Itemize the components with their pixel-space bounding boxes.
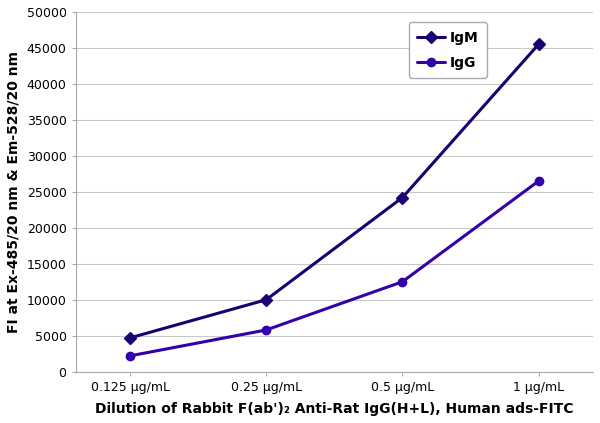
IgG	[263, 327, 270, 332]
IgG	[399, 279, 406, 284]
X-axis label: Dilution of Rabbit F(ab')₂ Anti-Rat IgG(H+L), Human ads-FITC: Dilution of Rabbit F(ab')₂ Anti-Rat IgG(…	[95, 402, 574, 416]
IgG	[535, 179, 542, 184]
Legend: IgM, IgG: IgM, IgG	[409, 22, 487, 78]
IgG	[127, 353, 134, 358]
Line: IgM: IgM	[126, 40, 543, 342]
IgM	[127, 335, 134, 341]
Line: IgG: IgG	[126, 177, 543, 360]
IgM	[535, 42, 542, 47]
IgM	[263, 297, 270, 302]
IgM	[399, 195, 406, 200]
Y-axis label: FI at Ex-485/20 nm & Em-528/20 nm: FI at Ex-485/20 nm & Em-528/20 nm	[7, 51, 21, 333]
